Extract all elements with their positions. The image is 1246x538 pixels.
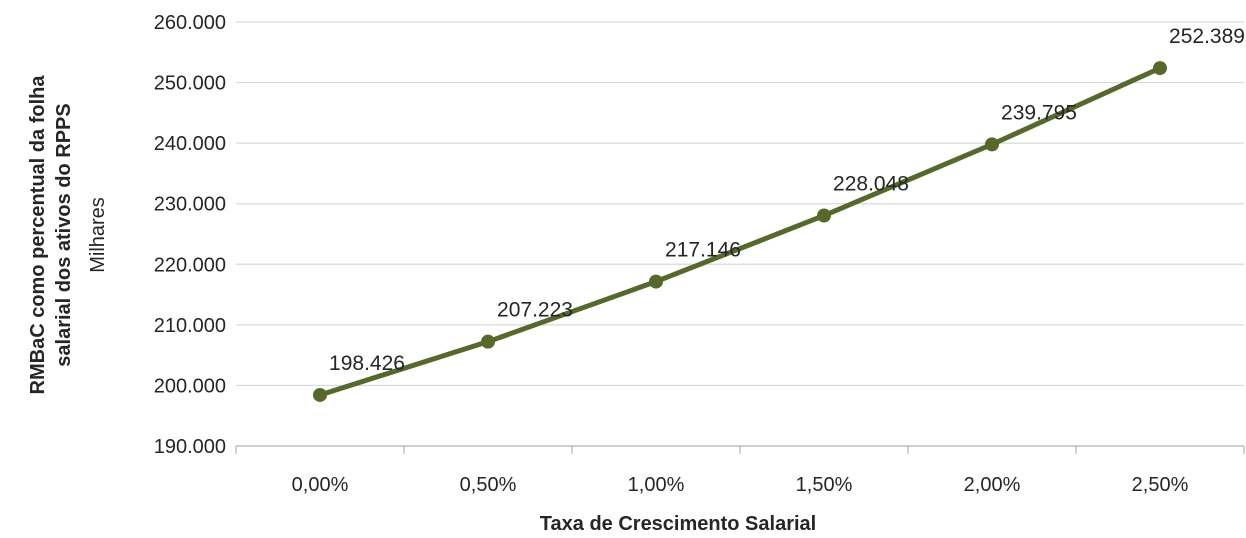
y-axis-title-line2: salarial dos ativos do RPPS — [53, 103, 75, 366]
gridlines — [236, 21, 1244, 387]
y-tick-label: 200.000 — [154, 375, 226, 397]
x-tick-label: 2,50% — [1132, 474, 1189, 496]
x-axis-ticks: 0,00% 0,50% 1,00% 1,50% 2,00% 2,50% — [292, 474, 1189, 496]
data-point — [313, 387, 327, 402]
y-tick-label: 230.000 — [154, 194, 226, 216]
data-point — [481, 334, 495, 349]
data-label: 228.048 — [833, 173, 909, 196]
data-label: 198.426 — [329, 352, 405, 375]
data-label: 217.146 — [665, 239, 741, 262]
x-tick-label: 1,50% — [796, 474, 853, 496]
series-line — [313, 61, 1167, 402]
series-polyline — [317, 65, 1163, 398]
y-tick-label: 240.000 — [154, 133, 226, 155]
y-axis-ticks: 190.000 200.000 210.000 220.000 230.000 240.0… — [154, 12, 226, 458]
y-tick-label: 260.000 — [154, 12, 226, 34]
y-tick-label: 220.000 — [154, 254, 226, 276]
y-tick-label: 190.000 — [154, 436, 226, 458]
data-point — [1153, 61, 1167, 76]
x-tick-label: 1,00% — [628, 474, 685, 496]
x-tick-label: 0,00% — [292, 474, 349, 496]
data-labels: 198.426 207.223 217.146 228.048 239.795 252.3… — [329, 25, 1245, 375]
data-point — [985, 137, 999, 152]
x-axis — [235, 445, 1245, 454]
x-tick-label: 0,50% — [460, 474, 517, 496]
x-axis-title: Taxa de Crescimento Salarial — [540, 513, 816, 535]
data-point — [817, 208, 831, 223]
y-axis-units-label: Milhares — [87, 197, 109, 273]
data-label: 207.223 — [497, 299, 573, 322]
y-axis-title-line1: RMBaC como percentual da folha — [27, 75, 49, 395]
y-tick-label: 210.000 — [154, 315, 226, 337]
y-tick-label: 250.000 — [154, 73, 226, 95]
data-label: 252.389 — [1169, 25, 1245, 48]
x-tick-label: 2,00% — [964, 474, 1021, 496]
data-label: 239.795 — [1001, 101, 1077, 124]
data-point — [649, 274, 663, 289]
